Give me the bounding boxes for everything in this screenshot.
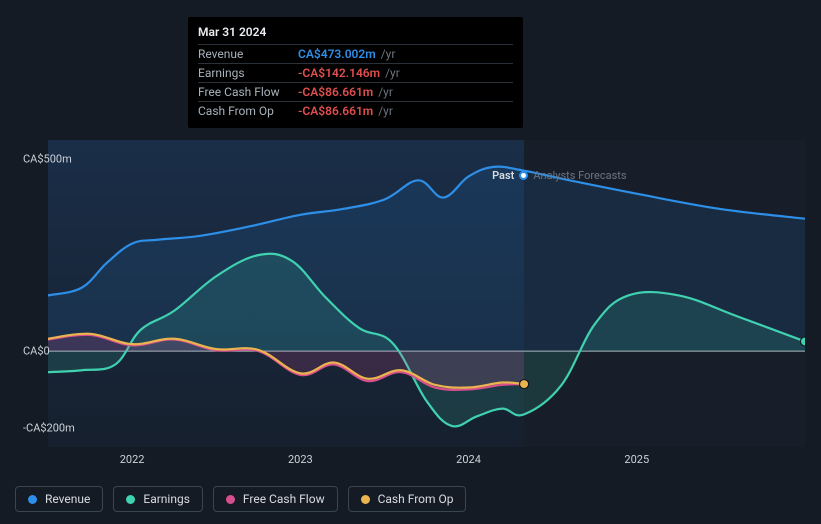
legend-swatch-icon — [226, 495, 235, 504]
tooltip-row-label: Earnings — [198, 66, 298, 80]
legend-item-revenue[interactable]: Revenue — [15, 486, 103, 512]
tooltip-row-label: Free Cash Flow — [198, 85, 298, 99]
y-axis-label: CA$0 — [23, 345, 50, 358]
x-axis-label: 2023 — [288, 453, 313, 466]
legend-item-cfo[interactable]: Cash From Op — [348, 486, 467, 512]
tooltip-rows: RevenueCA$473.002m/yrEarnings-CA$142.146… — [198, 44, 513, 120]
legend-label: Free Cash Flow — [243, 492, 325, 506]
y-axis-label: -CA$200m — [23, 421, 75, 434]
x-axis-label: 2024 — [456, 453, 481, 466]
legend-label: Cash From Op — [378, 492, 454, 506]
legend-item-fcf[interactable]: Free Cash Flow — [213, 486, 338, 512]
tooltip-row-value: -CA$142.146m — [298, 66, 380, 80]
past-future-marker: Past Analysts Forecasts — [492, 169, 626, 182]
legend-swatch-icon — [126, 495, 135, 504]
chart-tooltip: Mar 31 2024 RevenueCA$473.002m/yrEarning… — [188, 17, 523, 128]
x-axis-label: 2025 — [624, 453, 649, 466]
earnings-revenue-chart[interactable]: Past Analysts Forecasts CA$500m CA$0 -CA$2… — [15, 125, 805, 460]
tooltip-row: Earnings-CA$142.146m/yr — [198, 63, 513, 82]
tooltip-row-label: Revenue — [198, 47, 298, 61]
tooltip-row: Cash From Op-CA$86.661m/yr — [198, 101, 513, 120]
tooltip-row-value: -CA$86.661m — [298, 85, 373, 99]
tooltip-row-value: CA$473.002m — [298, 47, 376, 61]
chart-plot-area: Past Analysts Forecasts — [48, 140, 805, 447]
tooltip-row-unit: /yr — [378, 104, 393, 118]
tooltip-row-unit: /yr — [381, 47, 396, 61]
legend-label: Earnings — [143, 492, 190, 506]
legend-item-earnings[interactable]: Earnings — [113, 486, 203, 512]
tooltip-row-value: -CA$86.661m — [298, 104, 373, 118]
y-axis-label: CA$500m — [23, 153, 72, 166]
chart-svg — [48, 140, 805, 447]
legend-swatch-icon — [361, 495, 370, 504]
marker-dot-icon — [519, 171, 528, 180]
past-label: Past — [492, 169, 514, 182]
tooltip-row-unit: /yr — [378, 85, 393, 99]
tooltip-date: Mar 31 2024 — [198, 25, 513, 44]
tooltip-row: RevenueCA$473.002m/yr — [198, 44, 513, 63]
tooltip-row-unit: /yr — [385, 66, 400, 80]
legend-swatch-icon — [28, 495, 37, 504]
legend-label: Revenue — [45, 492, 90, 506]
tooltip-row-label: Cash From Op — [198, 104, 298, 118]
chart-legend: Revenue Earnings Free Cash Flow Cash From O… — [15, 486, 466, 512]
tooltip-row: Free Cash Flow-CA$86.661m/yr — [198, 82, 513, 101]
forecast-label: Analysts Forecasts — [533, 169, 626, 182]
x-axis-label: 2022 — [120, 453, 145, 466]
